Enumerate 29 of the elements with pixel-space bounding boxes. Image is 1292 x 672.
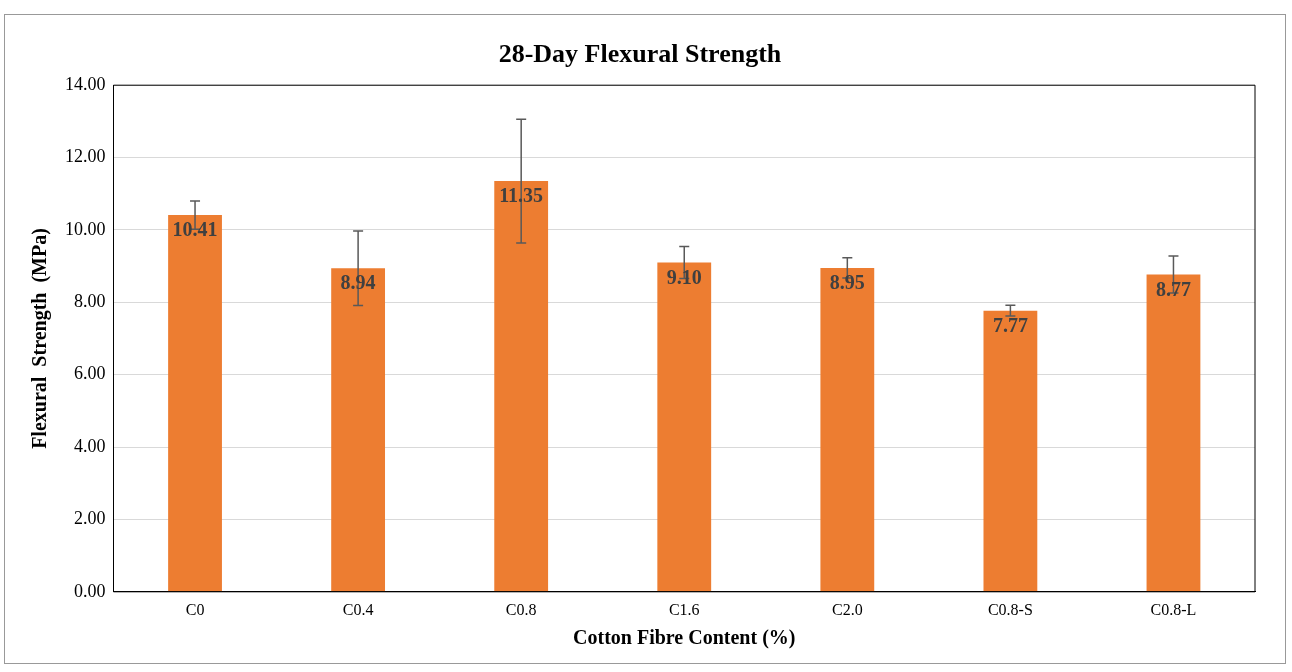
y-tick-label: 10.00 [65, 218, 106, 239]
bar [168, 215, 222, 592]
x-axis-title: Cotton Fibre Content (%) [573, 626, 796, 650]
y-tick-label: 8.00 [74, 291, 106, 312]
x-tick-label: C0.8 [505, 600, 537, 618]
bar [1146, 274, 1201, 592]
bar [331, 268, 386, 592]
x-tick-label: C0.8-L [1150, 600, 1197, 618]
bar [820, 267, 875, 592]
x-tick-label: C0 [185, 600, 205, 618]
bar [657, 262, 712, 592]
x-tick-label: C0.4 [342, 600, 374, 618]
y-tick-label: 12.00 [65, 146, 106, 167]
bar [983, 310, 1038, 592]
y-tick-label: 4.00 [74, 435, 106, 456]
x-tick-label: C0.8-S [987, 600, 1033, 618]
bar [494, 181, 549, 592]
data-label: 9.10 [666, 265, 702, 288]
y-axis-title: Flexural Strength (MPa) [28, 228, 52, 449]
y-tick-label: 0.00 [74, 580, 106, 601]
y-tick-label: 2.00 [74, 508, 106, 529]
y-tick-label: 6.00 [74, 363, 106, 384]
data-label: 7.77 [992, 313, 1028, 336]
chart-title: 28-Day Flexural Strength [498, 39, 782, 69]
x-tick-label: C2.0 [831, 600, 863, 618]
y-tick-label: 14.00 [65, 73, 106, 94]
x-tick-label: C1.6 [668, 600, 700, 618]
data-label: 10.41 [172, 218, 218, 241]
data-label: 8.95 [829, 271, 865, 294]
